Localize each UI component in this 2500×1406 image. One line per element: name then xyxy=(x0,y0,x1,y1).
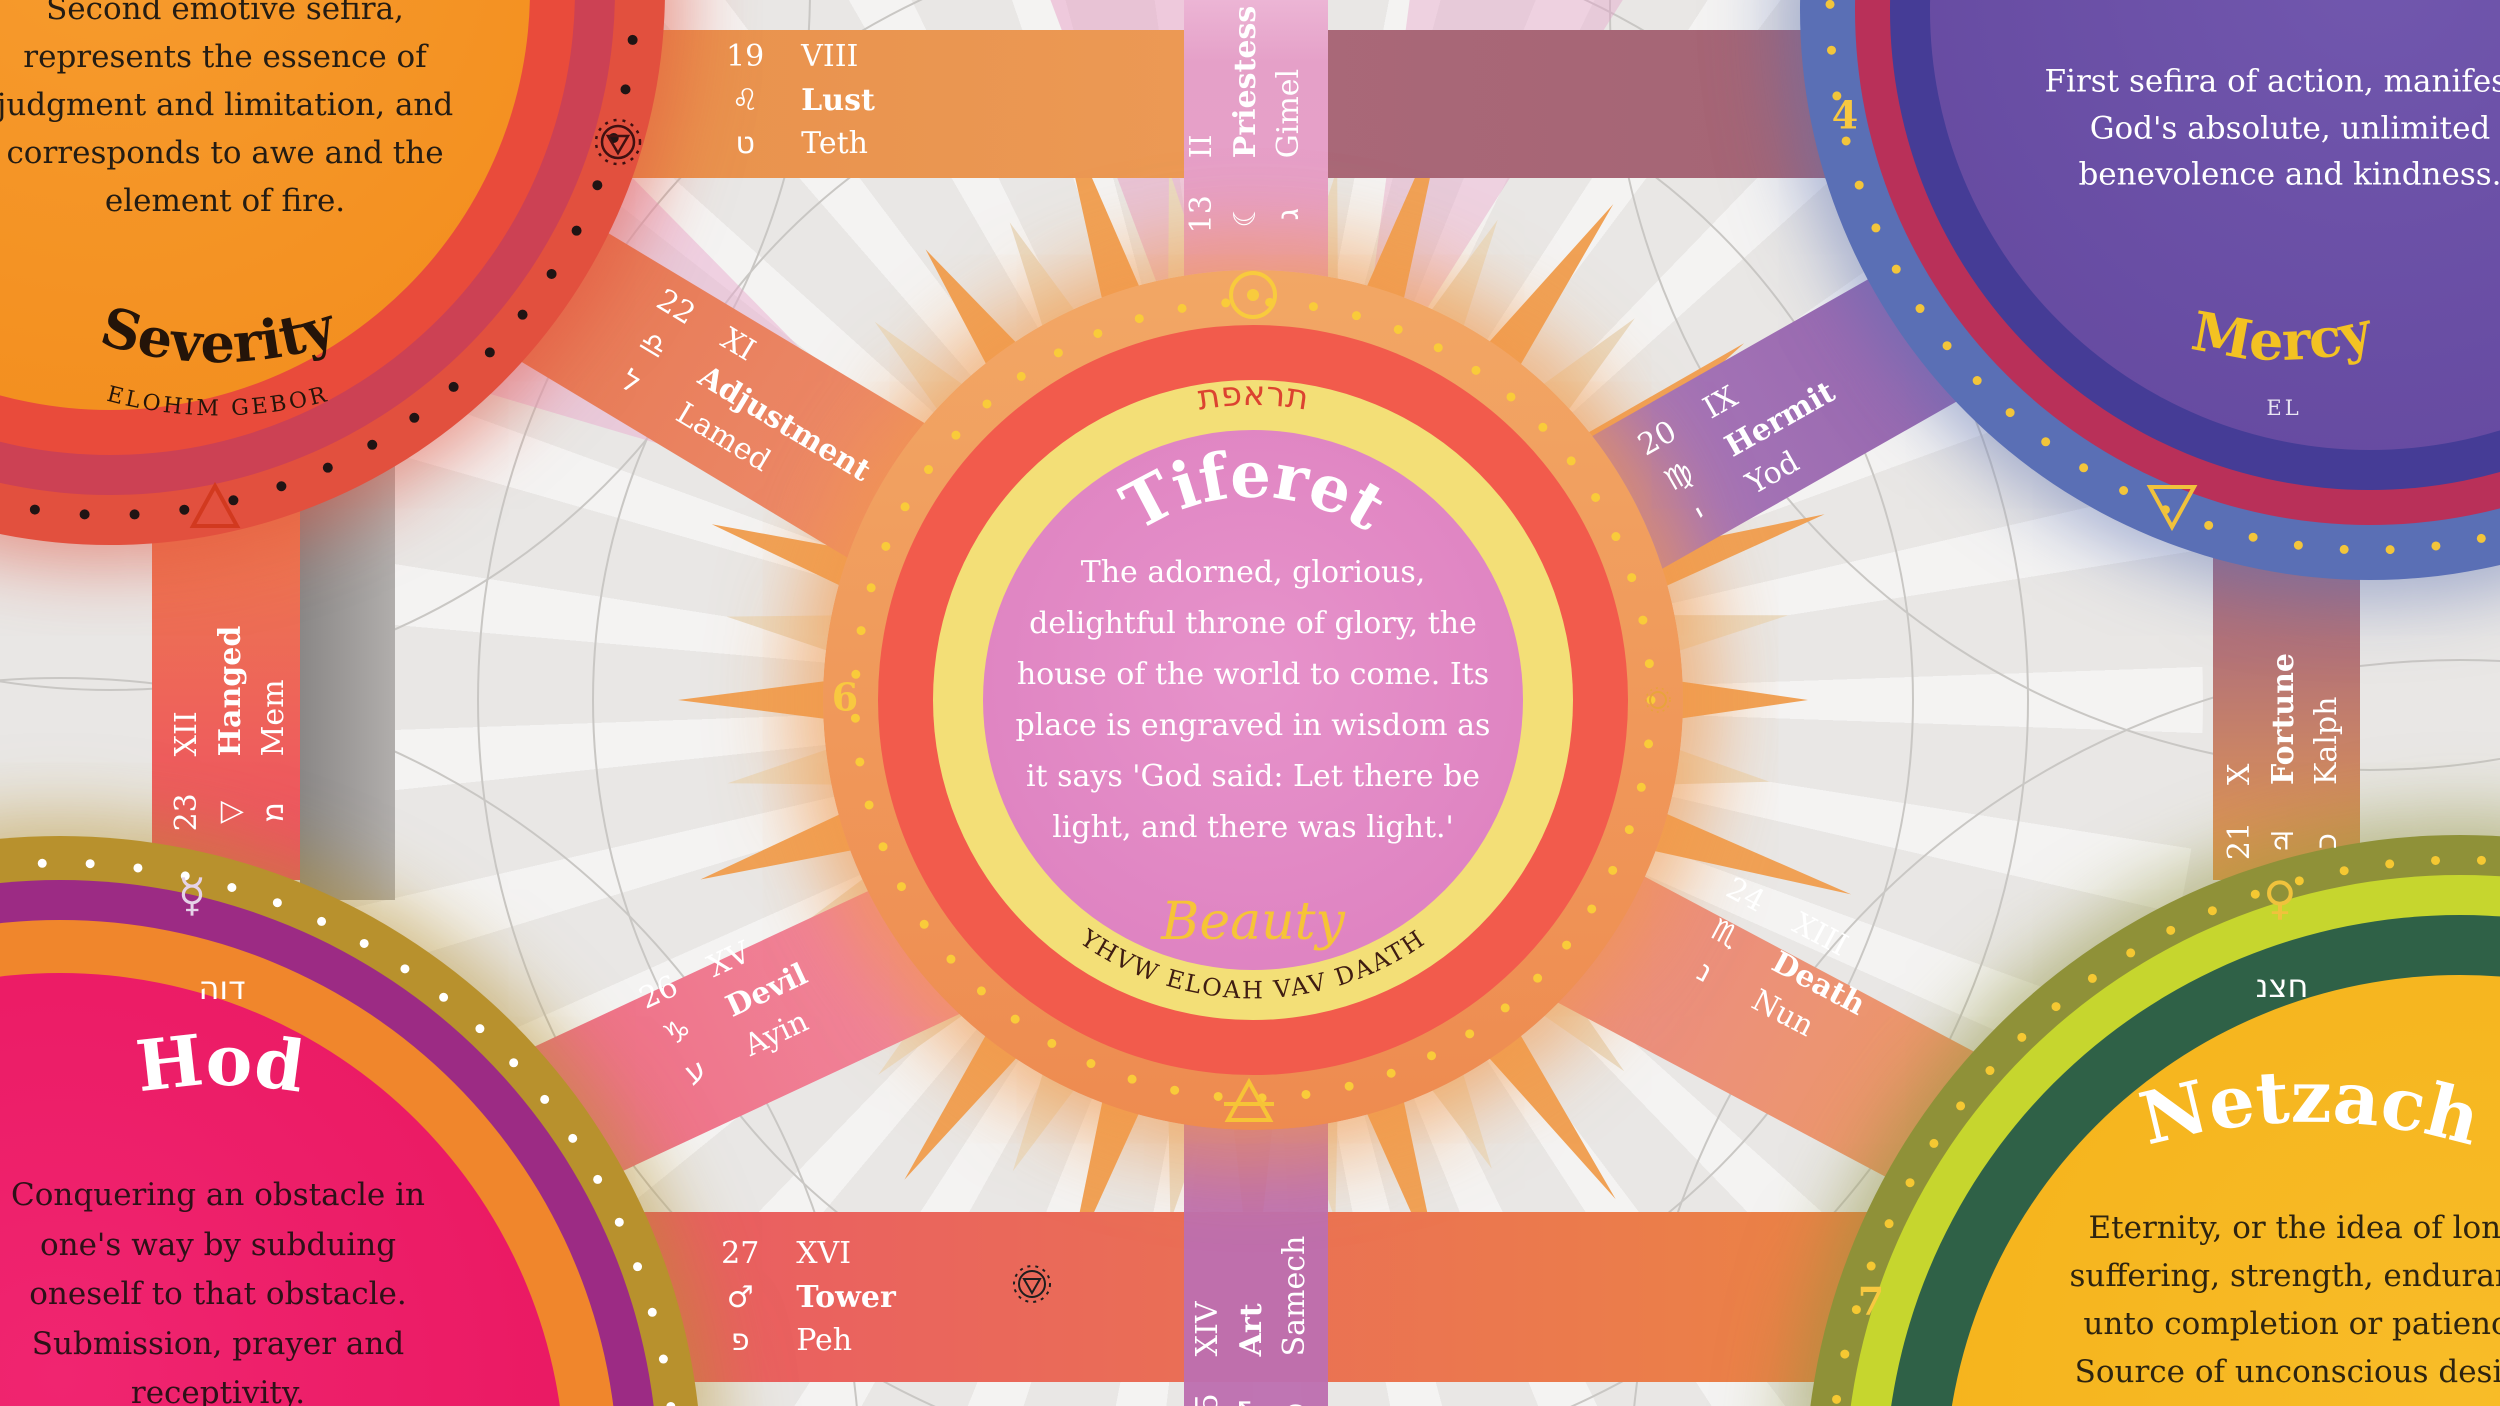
path-name: Hanged xyxy=(212,625,248,757)
tiferet-title: Tiferet xyxy=(1110,438,1398,546)
hebrew-letter: כ xyxy=(2308,833,2344,849)
svg-text:Hod: Hod xyxy=(132,1018,309,1108)
path-number: 27 xyxy=(721,1235,760,1271)
tiferet-subtitle: Beauty xyxy=(1161,892,1345,952)
netzach-description: Eternity, or the idea of long-suffering,… xyxy=(2069,1209,2500,1391)
letter-name: Gimel xyxy=(1270,68,1306,159)
water-icon: ▽ xyxy=(212,800,248,824)
hebrew-letter: ס xyxy=(1276,1376,1314,1406)
mercy-title: Mercy xyxy=(2187,298,2379,374)
tiferet-inner-circle xyxy=(983,430,1523,970)
hod-title: Hod xyxy=(132,1018,309,1108)
path-number: 25 xyxy=(1189,1376,1227,1406)
hod-hebrew: דוה xyxy=(198,969,246,1007)
severity-god-name: ELOHIM GEBOR xyxy=(104,382,331,422)
letter-name: Teth xyxy=(801,125,868,161)
letter-name: Mem xyxy=(255,679,291,757)
path-roman: XIV xyxy=(1189,1301,1225,1357)
path-name: Art xyxy=(1233,1303,1269,1357)
tiferet-number: 6 xyxy=(831,674,859,720)
letter-name: Peh xyxy=(796,1322,853,1358)
path-name: Tower xyxy=(796,1279,896,1315)
letter-name: Kalph xyxy=(2308,696,2344,786)
path-label-tower: 27 XVI ♂ Tower פ Peh xyxy=(704,1235,896,1360)
throat-chakra-icon xyxy=(594,118,642,166)
tiferet-god-name: YHVW ELOAH VAV DAATH xyxy=(1075,923,1431,1004)
path-roman: XVI xyxy=(796,1235,852,1271)
mercury-symbol: ☿ xyxy=(177,868,207,922)
sagittarius-icon: ♐ xyxy=(1232,1376,1270,1406)
netzach-title: Netzach xyxy=(2132,1054,2489,1162)
air-triangle-icon xyxy=(1224,1077,1274,1122)
sun-symbol-icon xyxy=(1229,271,1277,319)
fire-triangle-icon xyxy=(189,481,241,528)
svg-text:Tiferet: Tiferet xyxy=(1110,438,1398,546)
water-triangle-icon xyxy=(2146,485,2198,532)
path-number: 13 xyxy=(1183,195,1219,234)
mars-icon: ♂ xyxy=(726,1279,754,1315)
path-band-art xyxy=(1184,1115,1328,1406)
path-label-fortune: 21 X ♃ Fortune כ Kalph xyxy=(2221,653,2346,877)
moon-icon: ☾ xyxy=(1227,200,1263,228)
path-roman: II xyxy=(1183,134,1219,159)
solar-chakra-icon xyxy=(1013,1265,1051,1303)
leo-icon: ♌ xyxy=(731,82,759,118)
svg-text:תראפת: תראפת xyxy=(1195,374,1311,419)
mercy-number: 4 xyxy=(1831,92,1859,138)
letter-name: Samech xyxy=(1276,1235,1312,1357)
path-number: 23 xyxy=(168,793,204,832)
hebrew-letter: ט xyxy=(735,125,755,161)
hebrew-letter: ג xyxy=(1270,208,1306,221)
netzach-number: 7 xyxy=(1857,1278,1885,1324)
svg-text:ELOHIM GEBOR: ELOHIM GEBOR xyxy=(104,382,331,422)
path-number: 19 xyxy=(726,38,765,74)
path-band-gray xyxy=(300,430,395,900)
ring-ornament-icon xyxy=(1645,687,1671,713)
tiferet-hebrew: תראפת xyxy=(1195,374,1311,419)
path-name: Fortune xyxy=(2265,652,2301,786)
path-roman: X xyxy=(2221,763,2257,786)
jupiter-icon: ♃ xyxy=(2265,827,2301,855)
hod-description: Conquering an obstacle in one's way by s… xyxy=(11,1177,425,1406)
path-roman: VIII xyxy=(801,38,859,74)
hebrew-letter: פ xyxy=(730,1322,750,1358)
path-label-hanged: 23 XII ▽ Hanged מ Mem xyxy=(168,626,293,849)
severity-title: Severity xyxy=(94,293,343,375)
path-label-art: 25 XIV ♐ Art ס Samech xyxy=(1189,1236,1314,1406)
path-label-priestess: 13 II ☾ Priestess ג Gimel xyxy=(1183,6,1308,250)
path-name: Priestess xyxy=(1227,5,1263,159)
svg-text:Netzach: Netzach xyxy=(2132,1054,2489,1162)
mercy-description: First sefira of action, manifests God's … xyxy=(2044,63,2500,193)
path-label-lust: 19 VIII ♌ Lust ט Teth xyxy=(709,38,875,163)
path-roman: XII xyxy=(168,711,204,757)
svg-text:Mercy: Mercy xyxy=(2187,298,2379,374)
severity-description: Second emotive sefira, represents the es… xyxy=(0,0,454,220)
venus-symbol: ♀ xyxy=(2263,871,2297,925)
path-name: Lust xyxy=(801,82,875,118)
path-band-priestess xyxy=(1184,0,1328,285)
hebrew-letter: מ xyxy=(255,802,291,823)
tiferet-description: The adorned, glorious, delightful throne… xyxy=(1015,555,1491,845)
netzach-hebrew: חצנ xyxy=(2255,967,2309,1005)
mercy-god-name: EL xyxy=(2266,396,2302,420)
svg-text:YHVW ELOAH VAV DAATH: YHVW ELOAH VAV DAATH xyxy=(1075,923,1431,1004)
path-number: 21 xyxy=(2221,821,2257,861)
